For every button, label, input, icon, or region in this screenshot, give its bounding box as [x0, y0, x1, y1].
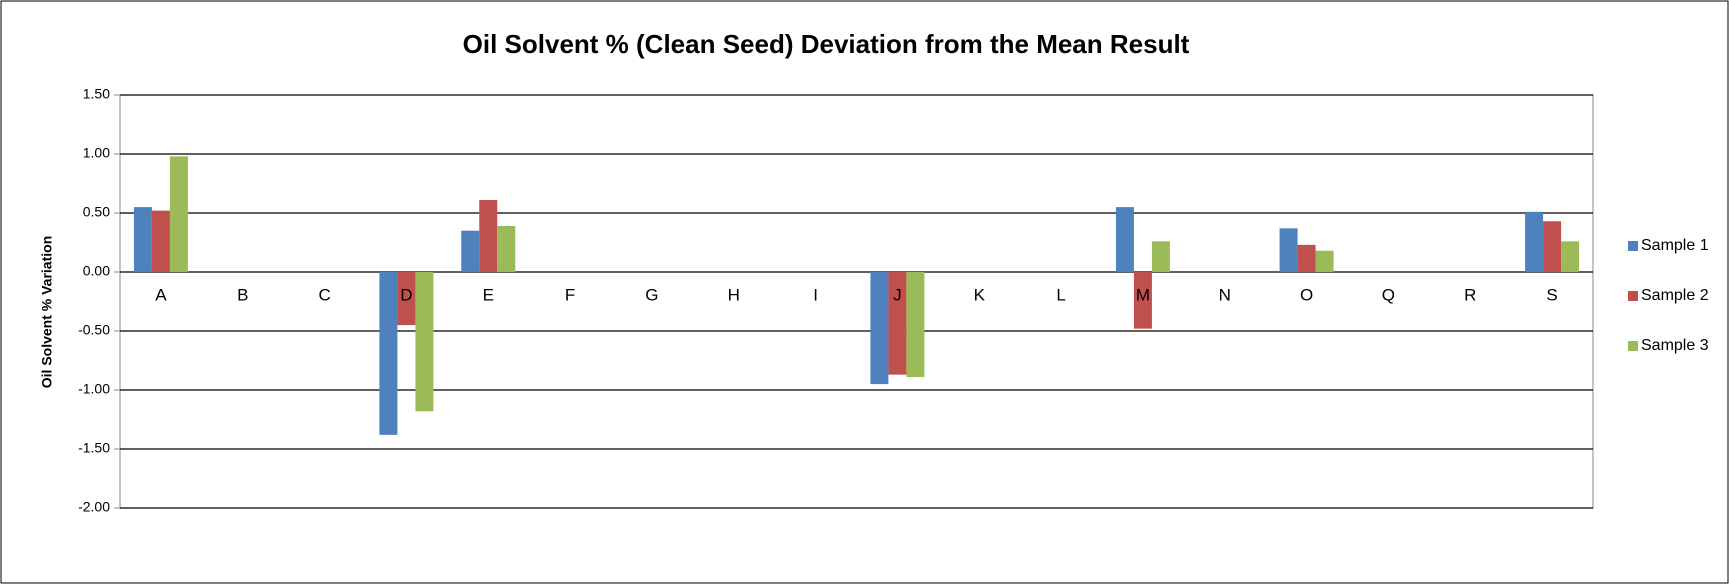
- legend-label: Sample 3: [1641, 337, 1709, 354]
- bar: [479, 200, 498, 272]
- x-tick-label: A: [155, 285, 167, 304]
- x-tick-label: H: [728, 285, 740, 304]
- bar: [379, 272, 398, 435]
- legend-label: Sample 1: [1641, 237, 1709, 254]
- bar: [1543, 221, 1562, 272]
- bar: [1133, 272, 1152, 329]
- x-tick-label: L: [1056, 285, 1065, 304]
- x-tick-label: M: [1136, 285, 1150, 304]
- y-tick-label: 0.50: [83, 204, 110, 220]
- bar: [1297, 244, 1316, 272]
- chart-title: Oil Solvent % (Clean Seed) Deviation fro…: [463, 29, 1190, 59]
- bar: [1561, 241, 1580, 272]
- bar: [169, 156, 188, 272]
- bar: [497, 225, 516, 272]
- bar: [906, 272, 925, 378]
- bar: [151, 210, 170, 272]
- x-tick-label: B: [237, 285, 248, 304]
- y-tick-label: 1.00: [83, 145, 110, 161]
- x-tick-label: S: [1546, 285, 1557, 304]
- x-tick-label: F: [565, 285, 575, 304]
- x-tick-label: R: [1464, 285, 1476, 304]
- legend-swatch: [1628, 291, 1638, 301]
- x-tick-label: Q: [1382, 285, 1395, 304]
- x-tick-label: N: [1219, 285, 1231, 304]
- y-tick-label: -1.50: [78, 440, 110, 456]
- x-tick-label: D: [400, 285, 412, 304]
- bar: [1279, 228, 1298, 272]
- x-tick-label: J: [893, 285, 902, 304]
- bar: [415, 272, 434, 412]
- x-tick-label: O: [1300, 285, 1313, 304]
- legend-swatch: [1628, 241, 1638, 251]
- y-tick-label: -2.00: [78, 499, 110, 515]
- legend-swatch: [1628, 341, 1638, 351]
- bar: [461, 230, 480, 272]
- y-tick-label: 0.00: [83, 263, 110, 279]
- x-tick-label: E: [483, 285, 494, 304]
- y-axis-label: Oil Solvent % Variation: [39, 236, 55, 388]
- legend-label: Sample 2: [1641, 287, 1709, 304]
- x-tick-label: K: [974, 285, 986, 304]
- bar: [888, 272, 907, 375]
- bar: [133, 207, 152, 272]
- bar: [1525, 211, 1544, 272]
- y-tick-label: 1.50: [83, 86, 110, 102]
- bar: [1315, 250, 1334, 272]
- bar: [870, 272, 889, 385]
- bar: [1115, 207, 1134, 272]
- x-tick-label: I: [813, 285, 818, 304]
- x-tick-label: G: [645, 285, 658, 304]
- y-tick-label: -0.50: [78, 322, 110, 338]
- x-tick-label: C: [318, 285, 330, 304]
- y-tick-label: -1.00: [78, 381, 110, 397]
- bar: [397, 272, 416, 326]
- bar: [1151, 241, 1170, 272]
